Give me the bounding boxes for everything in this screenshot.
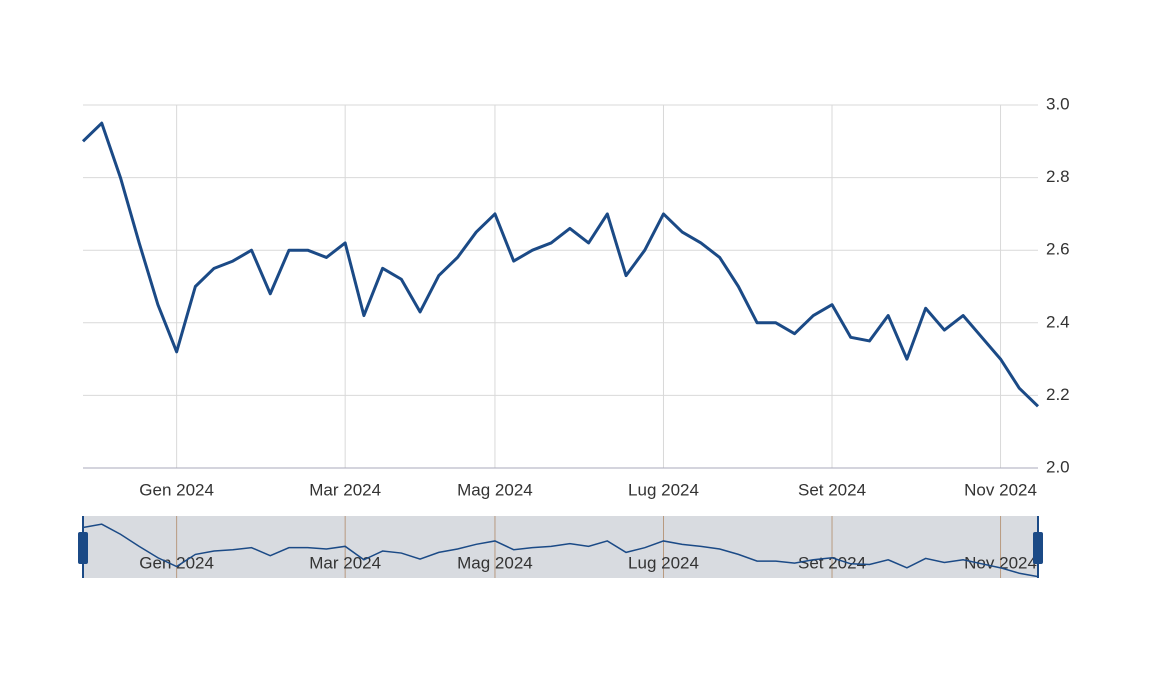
navigator-handles[interactable] (78, 516, 1043, 578)
navigator-handle[interactable] (78, 532, 88, 564)
y-tick-label: 2.8 (1046, 167, 1070, 186)
y-tick-label: 2.2 (1046, 385, 1070, 404)
y-tick-label: 2.6 (1046, 240, 1070, 259)
navigator-label: Mag 2024 (457, 553, 533, 572)
navigator-background (83, 516, 1038, 578)
x-tick-label: Lug 2024 (628, 480, 699, 499)
y-tick-label: 2.0 (1046, 457, 1070, 476)
x-tick-label: Nov 2024 (964, 480, 1037, 499)
y-tick-label: 3.0 (1046, 94, 1070, 113)
navigator-label: Lug 2024 (628, 553, 699, 572)
line-series (81, 121, 1040, 408)
x-tick-label: Mag 2024 (457, 480, 533, 499)
navigator-label: Mar 2024 (309, 553, 381, 572)
navigator-series (82, 523, 1039, 578)
x-tick-label: Set 2024 (798, 480, 866, 499)
y-tick-label: 2.4 (1046, 312, 1070, 331)
navigator-label: Set 2024 (798, 553, 866, 572)
navigator-label: Nov 2024 (964, 553, 1037, 572)
x-tick-label: Gen 2024 (139, 480, 214, 499)
navigator-label: Gen 2024 (139, 553, 214, 572)
navigator-handle[interactable] (1033, 532, 1043, 564)
x-tick-label: Mar 2024 (309, 480, 381, 499)
